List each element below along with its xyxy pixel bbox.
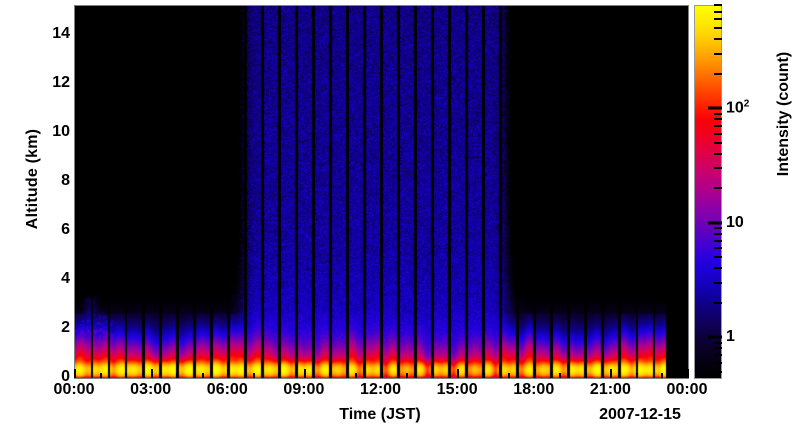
colorbar-tick-labels: 1 10 102 [726,5,786,377]
colorbar-tick-minor [714,72,722,75]
x-tick-mark-minor [354,373,357,378]
colorbar-tick-minor [714,152,722,155]
colorbar-tick-minor [714,167,722,170]
x-tick-mark-minor [635,373,638,378]
colorbar-tick-minor [714,301,722,304]
x-tick-mark [687,369,689,378]
heatmap-canvas [75,6,688,378]
x-tick-mark-minor [278,373,281,378]
x-tick-mark [610,369,613,378]
x-tick-label: 00:00 [53,381,95,398]
x-tick-mark-minor [99,373,102,378]
x-tick-label: 09:00 [283,381,325,398]
colorbar-tick-label: 102 [726,98,750,118]
x-tick-mark-minor [661,373,664,378]
x-tick-mark [457,369,460,378]
x-axis-tick-labels: 00:00 03:00 06:00 09:00 12:00 15:00 18:00 21:00… [0,381,800,405]
colorbar-tick-minor [714,256,722,259]
x-tick-label: 12:00 [360,381,401,398]
colorbar-tick-minor [714,125,722,128]
x-tick-label: 06:00 [206,381,248,398]
x-tick-mark-minor [559,373,562,378]
colorbar-tick-minor [714,361,722,364]
y-tick-label: 4 [61,270,70,288]
colorbar-tick-minor [714,281,722,284]
x-axis-title: Time (JST) [339,406,421,423]
x-tick-mark-minor [125,373,128,378]
colorbar-tick-minor [714,52,722,55]
x-tick-label: 00:00 [666,381,708,398]
x-tick-mark [74,369,76,378]
colorbar-tick-minor [714,132,722,135]
x-tick-label: 15:00 [436,381,478,398]
x-tick-mark-minor [584,373,587,378]
colorbar-tick-major [708,221,722,225]
x-tick-mark-minor [406,373,409,378]
y-tick-label: 12 [52,74,70,92]
colorbar-tick-label: 10 [726,213,744,231]
heatmap-plot-area [75,6,688,378]
y-tick-label: 0 [61,368,70,385]
colorbar-tick-minor [714,187,722,190]
colorbar-tick-minor [714,4,722,6]
colorbar-tick-minor [714,354,722,357]
colorbar-tick-minor [714,18,722,21]
y-tick-label: 14 [52,25,70,43]
date-label: 2007-12-15 [599,406,681,423]
colorbar-tick-minor [714,27,722,30]
y-axis-tick-labels: 0 2 4 6 8 10 12 14 [34,5,70,385]
colorbar-tick-minor [714,141,722,144]
colorbar-tick-major [708,106,722,110]
colorbar-tick-minor [714,347,722,350]
x-tick-mark [150,369,153,378]
colorbar-tick-minor [714,341,722,344]
colorbar-tick-minor [714,118,722,121]
colorbar-title: Intensity (count) [775,51,792,177]
plot-frame [74,5,689,379]
colorbar-tick-label: 1 [726,328,735,346]
colorbar-tick-minor [714,10,722,13]
x-tick-mark [533,369,536,378]
colorbar-tick-minor [714,227,722,230]
x-tick-mark-minor [508,373,511,378]
y-tick-label: 10 [52,123,70,141]
x-tick-mark-minor [252,373,255,378]
colorbar-tick-minor [714,232,722,235]
x-axis-tick-marks [74,368,689,378]
colorbar-gradient [695,6,721,378]
x-tick-mark-minor [482,373,485,378]
x-tick-mark-minor [176,373,179,378]
y-tick-label: 2 [61,319,70,337]
colorbar-tick-minor [714,239,722,242]
x-tick-mark-minor [201,373,204,378]
x-tick-label: 03:00 [130,381,172,398]
colorbar-tick-minor [714,267,722,270]
y-tick-label: 6 [61,221,70,239]
x-tick-mark-minor [431,373,434,378]
x-tick-mark [303,369,306,378]
colorbar-tick-minor [714,112,722,115]
colorbar-tick-marks [694,4,722,377]
x-tick-label: 21:00 [589,381,631,398]
x-tick-mark [380,369,383,378]
colorbar-tick-minor [714,247,722,250]
colorbar-tick-minor [714,38,722,41]
x-tick-mark [227,369,230,378]
x-tick-mark-minor [329,373,332,378]
colorbar-tick-major [708,335,722,339]
y-tick-label: 8 [61,172,70,190]
x-tick-label: 18:00 [513,381,555,398]
colorbar-tick-minor [714,370,722,373]
colorbar [694,5,722,379]
